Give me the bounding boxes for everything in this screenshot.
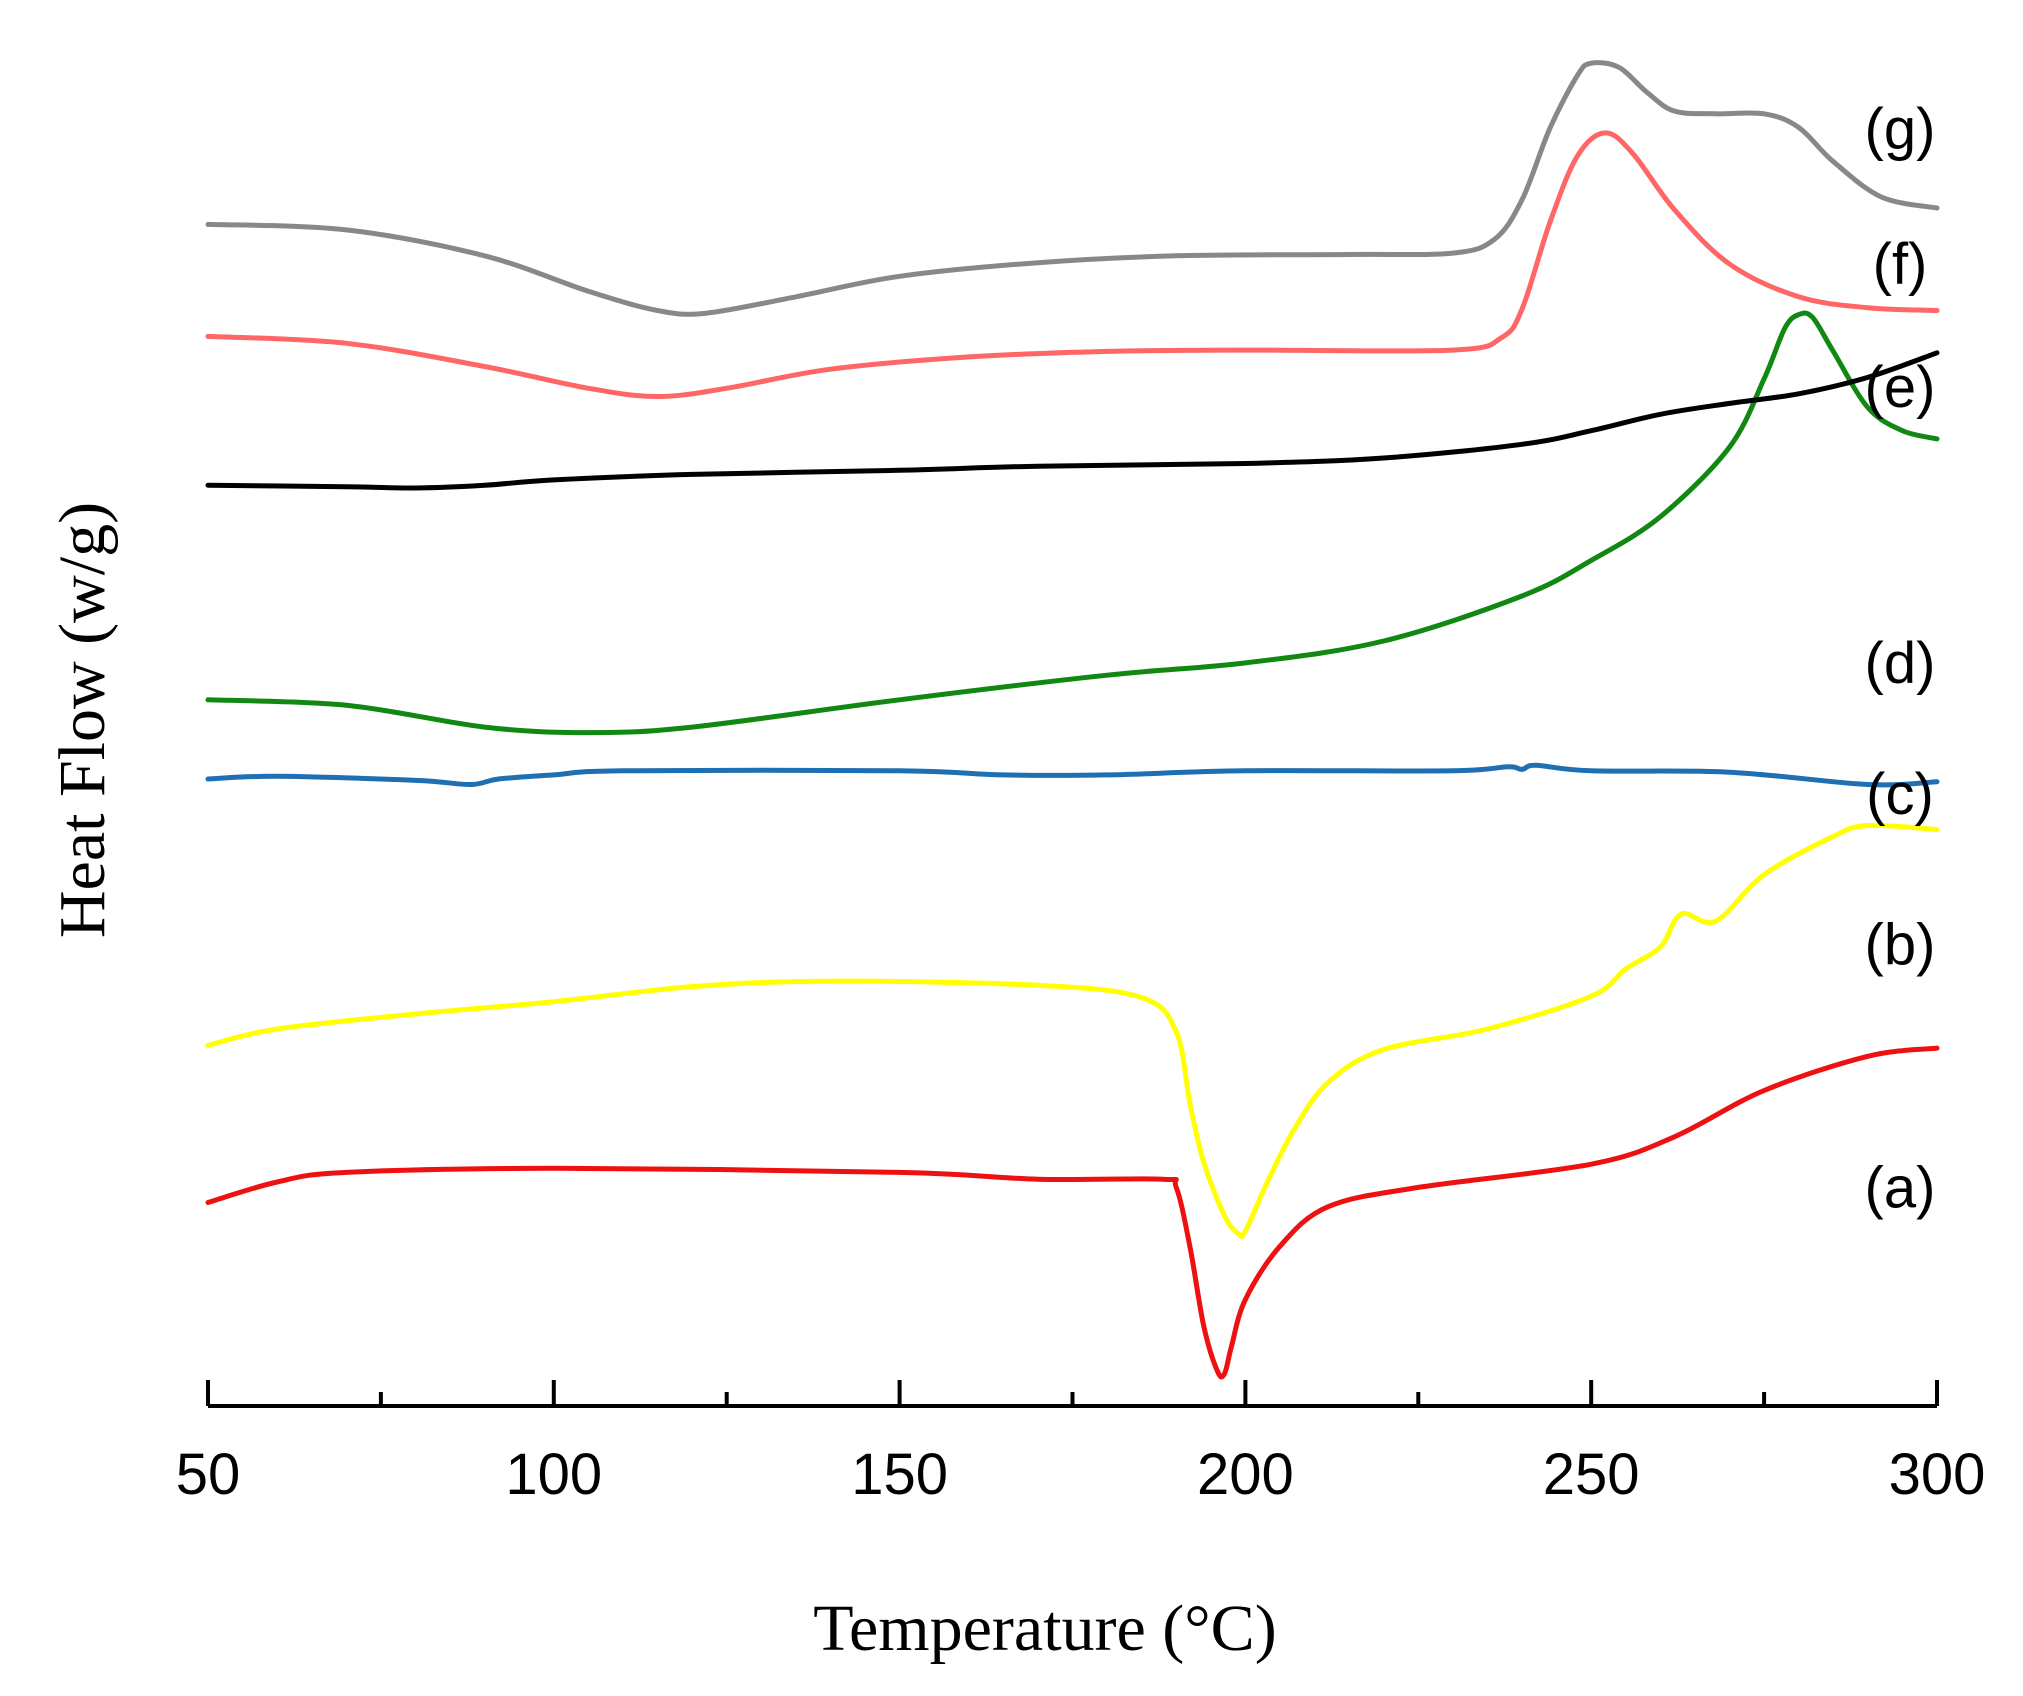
series-line-g (205, 60, 1940, 317)
series-line-f (205, 130, 1940, 399)
x-axis-ticks: 50 100 150 200 250 300 (176, 1380, 1986, 1507)
x-axis-title: Temperature (°C) (813, 1592, 1276, 1665)
x-tick-label: 300 (1889, 1442, 1986, 1507)
x-tick-label: 100 (505, 1442, 602, 1507)
series-line-b (205, 822, 1940, 1240)
series-label-g: (g) (1865, 97, 1936, 162)
series-label-d: (d) (1865, 631, 1936, 696)
x-tick-label: 150 (851, 1442, 948, 1507)
series-line-e (205, 350, 1940, 491)
series-label-b: (b) (1865, 912, 1936, 977)
series-label-a: (a) (1865, 1155, 1936, 1220)
series-label-f: (f) (1873, 232, 1928, 297)
x-tick-label: 200 (1197, 1442, 1294, 1507)
series-label-e: (e) (1865, 355, 1936, 420)
series-line-a (205, 1045, 1940, 1380)
y-axis-title: Heat Flow (w/g) (46, 502, 119, 938)
x-tick-label: 50 (176, 1442, 241, 1507)
series-label-c: (c) (1866, 762, 1934, 827)
x-tick-label: 250 (1543, 1442, 1640, 1507)
series-layer (205, 60, 1940, 1380)
series-labels: (a) (b) (c) (d) (e) (f) (g) (1865, 97, 1936, 1221)
series-line-d (205, 310, 1940, 736)
series-line-c (205, 762, 1940, 788)
